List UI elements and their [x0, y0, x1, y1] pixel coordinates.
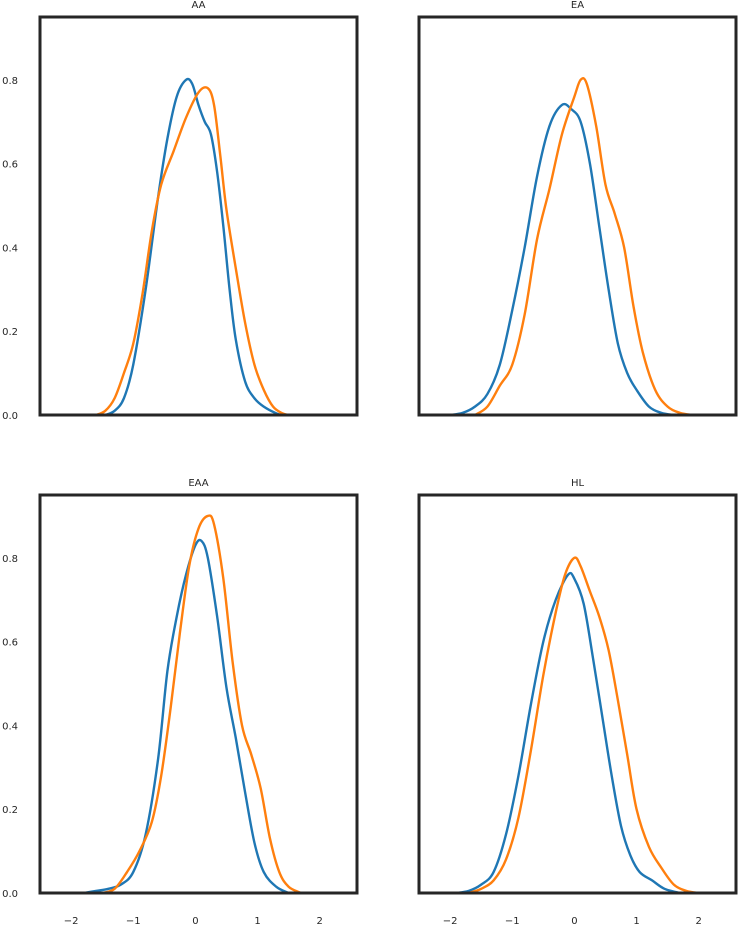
x-tick-label: −1 [505, 916, 520, 926]
x-tick-label: 0 [571, 916, 577, 926]
density-curve-blue [104, 77, 284, 417]
y-tick-label: 0.6 [2, 638, 18, 649]
y-tick-label: 0.0 [2, 889, 18, 900]
x-tick-label: 2 [696, 916, 702, 926]
x-tick-label: 2 [317, 916, 323, 926]
y-tick-label: 0.4 [2, 243, 18, 254]
x-tick-label: −1 [126, 916, 141, 926]
y-tick-label: 0.6 [2, 160, 18, 171]
y-tick-label: 0.4 [2, 721, 18, 732]
x-tick-label: 1 [254, 916, 260, 926]
subplot-title: AA [192, 0, 206, 11]
subplot-eaa: EAA 0.0 0.2 0.4 0.6 0.8 −2 −1 0 1 2 [2, 478, 359, 926]
y-tick-label: 0.8 [2, 554, 18, 565]
y-tick-label: 0.0 [2, 411, 18, 422]
subplot-hl: HL −2 −1 0 1 2 [417, 478, 738, 926]
subplot-title: HL [571, 478, 585, 489]
x-tick-label: 0 [192, 916, 198, 926]
axes-frame [38, 493, 359, 895]
axes-frame [417, 15, 738, 417]
density-curve-orange [467, 556, 700, 895]
density-curve-orange [100, 514, 303, 895]
y-tick-label: 0.8 [2, 76, 18, 87]
density-curve-blue [448, 102, 676, 417]
density-curve-orange [473, 77, 694, 417]
subplot-title: EAA [188, 478, 208, 489]
x-tick-label: −2 [64, 916, 79, 926]
density-curve-blue [82, 538, 290, 895]
subplot-aa: AA 0.0 0.2 0.4 0.6 0.8 [2, 0, 359, 422]
x-tick-label: 1 [633, 916, 639, 926]
axes-frame [38, 15, 359, 417]
y-tick-label: 0.2 [2, 327, 18, 338]
density-curve-orange [94, 86, 290, 417]
axes-frame [417, 493, 738, 895]
subplot-ea: EA [417, 0, 738, 417]
subplot-title: EA [571, 0, 584, 11]
density-curve-blue [455, 571, 682, 895]
y-tick-label: 0.2 [2, 805, 18, 816]
x-tick-label: −2 [443, 916, 458, 926]
